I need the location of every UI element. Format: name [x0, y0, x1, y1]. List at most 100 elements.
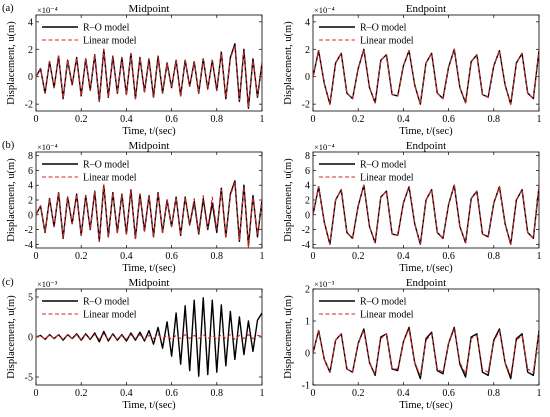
y-tick-label: -2	[302, 100, 310, 111]
x-tick-label: 0.6	[165, 388, 178, 399]
x-tick-label: 0	[34, 388, 39, 399]
x-tick-label: 0	[311, 388, 316, 399]
x-tick-label: 0.4	[120, 251, 133, 262]
series-line-linear-model	[36, 181, 262, 248]
legend-entry: Linear model	[360, 36, 414, 47]
panel-title: Midpoint	[129, 140, 170, 152]
plot-frame	[312, 14, 540, 112]
y-tick-label: 8	[28, 151, 33, 162]
x-tick-label: 1	[537, 388, 542, 399]
x-axis-label: Time, t/(sec)	[122, 400, 176, 411]
x-tick-label: 1	[260, 114, 265, 125]
panel-2: 0 0.2 0.4 0.6 0.8 1 -4 -2 0 2 4 6 8 ×10⁻⁴ Midpoint Time…	[6, 140, 265, 274]
series-line-linear-model	[313, 48, 539, 105]
x-tick-label: 0	[311, 251, 316, 262]
y-tick-label: 2	[305, 196, 310, 207]
y-axis-label: Displacement, u(m)	[283, 158, 294, 242]
legend-entry: Linear model	[83, 310, 137, 321]
y-tick-label: -2	[25, 100, 33, 111]
y-tick-label: -4	[302, 240, 310, 251]
x-tick-label: 0.6	[442, 114, 455, 125]
x-tick-label: 0.2	[352, 388, 365, 399]
x-tick-label: 0.2	[75, 388, 88, 399]
panel-title: Endpoint	[406, 277, 446, 289]
y-axis-label: Displacement, u(m)	[6, 21, 17, 105]
y-tick-label: 2	[305, 285, 310, 296]
y-tick-label: 0	[28, 210, 33, 221]
x-tick-label: 0.8	[211, 388, 224, 399]
panel-title: Midpoint	[129, 277, 170, 289]
row-label-1: (b)	[2, 140, 15, 151]
y-exponent-label: ×10⁻⁴	[37, 5, 58, 15]
legend-entry: R–O model	[83, 297, 130, 308]
y-tick-label: 6	[28, 166, 33, 177]
x-axis-label: Time, t/(sec)	[122, 126, 176, 137]
y-tick-label: 4	[305, 181, 310, 192]
x-axis-label: Time, t/(sec)	[122, 263, 176, 274]
legend-entry: R–O model	[83, 160, 130, 171]
x-tick-label: 0.4	[120, 114, 133, 125]
series-line-ro-model	[313, 326, 539, 380]
series-line-linear-model	[36, 44, 262, 108]
legend-entry: R–O model	[360, 23, 407, 34]
x-tick-label: 0.6	[165, 114, 178, 125]
legend-entry: Linear model	[360, 173, 414, 184]
x-tick-label: 0.2	[75, 114, 88, 125]
y-tick-label: 0	[28, 333, 33, 344]
x-tick-label: 1	[260, 251, 265, 262]
y-tick-label: -2	[25, 225, 33, 236]
series-line-ro-model	[313, 184, 539, 246]
x-tick-label: 0	[34, 251, 39, 262]
y-tick-label: 1	[305, 317, 310, 328]
x-tick-label: 1	[260, 388, 265, 399]
row-label-2: (c)	[2, 277, 14, 288]
x-tick-label: 0.8	[211, 114, 224, 125]
panel-title: Midpoint	[129, 3, 170, 15]
series-line-ro-model	[36, 297, 262, 377]
x-axis-label: Time, t/(sec)	[399, 263, 453, 274]
y-tick-label: -4	[25, 240, 33, 251]
x-axis-label: Time, t/(sec)	[399, 126, 453, 137]
y-tick-label: 6	[305, 166, 310, 177]
y-tick-label: 0	[28, 72, 33, 83]
x-axis-label: Time, t/(sec)	[399, 400, 453, 411]
y-exponent-label: ×10⁻⁴	[314, 5, 335, 15]
y-exponent-label: ×10⁻⁴	[37, 142, 58, 152]
y-tick-label: -5	[25, 373, 33, 384]
legend-entry: Linear model	[360, 310, 414, 321]
x-tick-label: 0.2	[352, 251, 365, 262]
x-tick-label: 0.6	[165, 251, 178, 262]
y-tick-label: 0	[305, 349, 310, 360]
legend-entry: R–O model	[360, 297, 407, 308]
y-tick-label: 0	[305, 210, 310, 221]
x-tick-label: 0.4	[397, 114, 410, 125]
x-tick-label: 0.4	[397, 388, 410, 399]
y-tick-label: 5	[28, 293, 33, 304]
y-axis-label: Displacement, u(m)	[283, 295, 294, 379]
legend-entry: R–O model	[360, 160, 407, 171]
x-tick-label: 0.8	[211, 251, 224, 262]
y-tick-label: 2	[28, 196, 33, 207]
row-label-0: (a)	[2, 3, 14, 14]
panel-title: Endpoint	[406, 3, 446, 15]
x-tick-label: 0.4	[397, 251, 410, 262]
x-tick-label: 0.6	[442, 388, 455, 399]
x-tick-label: 0.2	[352, 114, 365, 125]
y-tick-label: 4	[305, 17, 310, 28]
series-line-ro-model	[36, 43, 262, 109]
panel-3: 0 0.2 0.4 0.6 0.8 1 -4 -2 0 2 4 6 8 ×10⁻⁴ Endpoint Time…	[283, 140, 542, 274]
y-axis-label: Displacement, u(m)	[6, 295, 17, 379]
x-tick-label: 0.2	[75, 251, 88, 262]
x-tick-label: 0.8	[488, 114, 501, 125]
x-tick-label: 0.8	[488, 388, 501, 399]
y-tick-label: 4	[28, 181, 33, 192]
legend-entry: Linear model	[83, 173, 137, 184]
x-tick-label: 0	[34, 114, 39, 125]
y-tick-label: 4	[28, 17, 33, 28]
y-axis-label: Displacement, u(m)	[283, 21, 294, 105]
x-tick-label: 0.6	[442, 251, 455, 262]
